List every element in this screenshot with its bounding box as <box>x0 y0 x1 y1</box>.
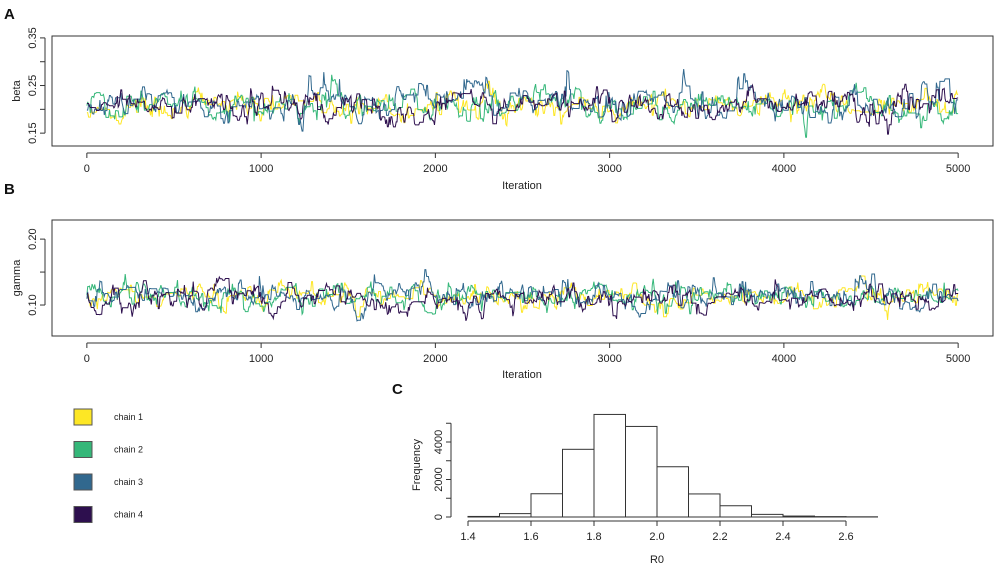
x-tick-label: 0 <box>84 163 90 175</box>
y-tick-label: 0.10 <box>27 294 39 315</box>
legend-label: chain 2 <box>114 445 143 455</box>
x-axis-title-b: Iteration <box>502 369 542 381</box>
y-tick-label: 0.20 <box>27 228 39 249</box>
x-tick-label: 2.2 <box>712 531 727 543</box>
gamma-trace-plot: 0 1000 2000 3000 4000 5000 0.10 0.20 <box>27 219 994 365</box>
x-tick-label: 2.0 <box>649 531 664 543</box>
x-tick-label: 1000 <box>249 163 273 175</box>
histogram-bar <box>656 466 689 518</box>
legend-swatch <box>73 473 93 491</box>
x-tick-label: 1.8 <box>586 531 601 543</box>
x-tick-label: 3000 <box>597 163 621 175</box>
x-tick-label: 5000 <box>946 353 970 365</box>
legend-swatch <box>73 441 93 458</box>
panel-label-a: A <box>4 6 15 23</box>
y-axis-title-b: gamma <box>11 259 23 297</box>
histogram-bar <box>688 493 721 518</box>
histogram-bar <box>782 515 815 518</box>
plot-frame <box>51 219 994 337</box>
y-tick-label: 0.35 <box>27 27 39 48</box>
legend-label: chain 1 <box>114 412 143 422</box>
y-axis-title-c: Frequency <box>411 439 423 491</box>
x-tick-label: 2.4 <box>775 531 790 543</box>
trace-line-chain-4 <box>86 275 959 321</box>
histogram-bar <box>719 505 752 518</box>
histogram-bar <box>562 448 595 518</box>
x-tick-label: 1000 <box>249 353 273 365</box>
histogram-bar <box>499 513 532 518</box>
trace-line-chain-4 <box>86 83 959 135</box>
x-tick-label: 4000 <box>772 163 796 175</box>
legend-label: chain 3 <box>114 477 143 487</box>
x-tick-label: 1.4 <box>460 531 475 543</box>
r0-histogram: 1.4 1.6 1.8 2.0 2.2 2.4 2.6 0 2000 4000 <box>433 413 878 543</box>
trace-line-chain-3 <box>86 68 959 132</box>
histogram-bar <box>751 513 784 518</box>
x-tick-label: 2000 <box>423 353 447 365</box>
y-tick-label: 4000 <box>433 430 445 454</box>
y-tick-label: 2000 <box>433 467 445 491</box>
x-tick-label: 3000 <box>597 353 621 365</box>
y-tick-label: 0 <box>433 514 445 520</box>
x-tick-label: 5000 <box>946 163 970 175</box>
legend-swatch <box>73 506 93 523</box>
x-axis-title-c: R0 <box>650 554 664 566</box>
y-axis-title-a: beta <box>11 79 23 101</box>
panel-label-b: B <box>4 181 15 198</box>
trace-line-chain-2 <box>86 273 959 316</box>
y-tick-label: 0.15 <box>27 122 39 143</box>
x-tick-label: 1.6 <box>523 531 538 543</box>
x-tick-label: 4000 <box>772 353 796 365</box>
x-tick-label: 0 <box>84 353 90 365</box>
panel-label-c: C <box>392 381 403 398</box>
histogram-bar <box>467 515 500 518</box>
x-tick-label: 2000 <box>423 163 447 175</box>
histogram-bar <box>625 425 658 518</box>
x-axis-title-a: Iteration <box>502 180 542 192</box>
y-tick-label: 0.25 <box>27 75 39 96</box>
plot-frame <box>51 35 994 147</box>
legend: chain 1 chain 2 chain 3 chain 4 <box>73 408 143 523</box>
x-tick-label: 2.6 <box>838 531 853 543</box>
histogram-bar <box>593 413 626 518</box>
legend-label: chain 4 <box>114 510 143 520</box>
histogram-bar <box>530 493 563 518</box>
legend-swatch <box>73 408 93 426</box>
beta-trace-plot: 0 1000 2000 3000 4000 5000 0.15 0.25 0.35 <box>27 27 994 175</box>
